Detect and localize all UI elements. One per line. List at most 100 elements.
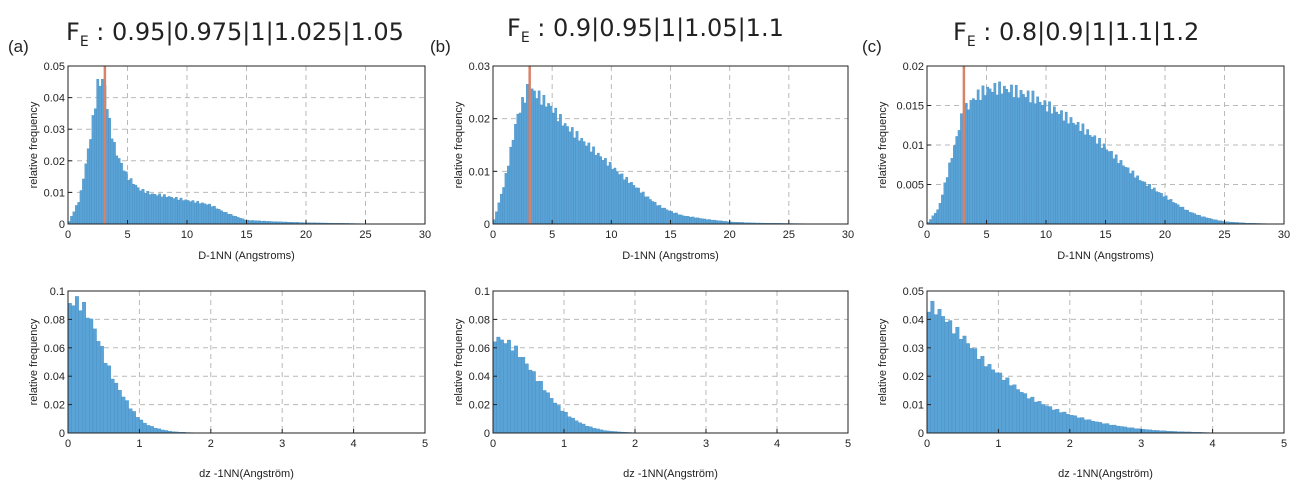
histogram-bar	[1119, 426, 1124, 434]
histogram-bar	[1098, 422, 1103, 434]
histogram-bar	[632, 185, 636, 225]
histogram-bar	[198, 203, 202, 225]
histogram-bar	[1101, 423, 1106, 434]
histogram-bar	[546, 392, 550, 434]
y-axis-label: relative frequency	[28, 101, 40, 188]
histogram-bar	[1119, 160, 1123, 225]
histogram-bar	[995, 94, 999, 225]
histogram-bar	[663, 207, 666, 225]
histogram-bar	[1087, 419, 1092, 434]
x-axis-label: dz -1NN(Angström)	[623, 468, 718, 480]
histogram-bar	[623, 179, 626, 225]
histogram-bar	[1112, 424, 1117, 434]
histogram-bar	[998, 372, 1003, 434]
histogram-bar	[1164, 195, 1168, 225]
histogram-bar	[1041, 404, 1045, 434]
histogram-bar	[539, 381, 543, 434]
y-tick-label: 0.02	[903, 61, 924, 73]
y-tick-label: 0.04	[469, 371, 490, 383]
y-tick-label: 0.02	[903, 371, 924, 383]
histogram-bar	[634, 187, 638, 225]
x-tick-label: 5	[845, 438, 851, 450]
histogram-bar	[89, 318, 94, 434]
histogram-bar	[653, 202, 657, 225]
histogram-bar	[1214, 219, 1218, 225]
histogram-bar	[1145, 185, 1149, 225]
histogram-bar	[234, 216, 238, 225]
histogram-bar	[955, 327, 960, 434]
y-tick-label: 0	[59, 428, 65, 440]
histogram-bar	[1126, 427, 1131, 434]
histogram-bar	[507, 339, 511, 434]
histogram-bar	[1055, 409, 1060, 434]
chart-c-top: 0 5 10 15 20 25 30 0 0.005 0.01 0.015 0.02 D-1NN (An…	[877, 61, 1290, 262]
histogram-bar	[1008, 385, 1013, 434]
histogram-bar	[639, 192, 643, 225]
y-tick-label: 0.01	[469, 166, 490, 178]
histogram-bar	[1073, 415, 1078, 434]
histogram-bar	[1123, 426, 1128, 434]
histogram-bar	[210, 206, 214, 225]
histogram-bar	[535, 381, 540, 434]
histogram-bar	[1079, 131, 1082, 225]
histogram-bar	[1016, 389, 1020, 434]
histogram-bar	[703, 218, 707, 225]
x-axis-label: D-1NN (Angstroms)	[1057, 250, 1154, 262]
histogram-bar	[696, 217, 700, 225]
y-tick-label: 0.02	[44, 400, 65, 412]
x-tick-label: 15	[664, 229, 676, 241]
histogram-bar	[1105, 149, 1109, 225]
histogram-bar	[84, 163, 88, 225]
histogram-bar	[1150, 189, 1154, 225]
histogram-bar	[944, 321, 949, 434]
histogram-bar	[215, 208, 219, 225]
plot-frame	[926, 290, 1285, 434]
histogram-bar	[224, 212, 228, 225]
histogram-bar	[651, 201, 655, 225]
histogram-bar	[1191, 212, 1194, 225]
histogram-bar	[620, 173, 624, 225]
histogram-bar	[1026, 398, 1031, 434]
histogram-bar	[1048, 101, 1051, 225]
histogram-bar	[560, 410, 565, 434]
histogram-bar	[1081, 123, 1085, 225]
histogram-bar	[983, 95, 987, 225]
histogram-bar	[646, 196, 650, 225]
histogram-bar	[1076, 121, 1080, 225]
histogram-bar	[525, 84, 529, 225]
title-rest: : 0.8|0.9|1|1.1|1.2	[976, 18, 1200, 46]
histogram-bar	[193, 202, 197, 225]
histogram-bar	[117, 158, 121, 225]
histogram-bar	[581, 423, 586, 434]
histogram-bar	[966, 343, 970, 434]
histogram-bar	[241, 218, 245, 225]
y-tick-label: 0.01	[903, 140, 924, 152]
y-tick-label: 0	[59, 219, 65, 231]
histogram-bar	[596, 152, 600, 225]
y-tick-label: 0	[484, 219, 490, 231]
histogram-bar	[1100, 147, 1104, 225]
x-axis-label: D-1NN (Angstroms)	[622, 250, 719, 262]
y-tick-label: 0.02	[469, 114, 490, 126]
histogram-bar	[585, 425, 589, 434]
histogram-bar	[502, 187, 505, 225]
histogram-bar	[1108, 424, 1113, 434]
histogram-bar	[547, 103, 550, 225]
histogram-bar	[511, 139, 515, 225]
histogram-bar	[1005, 377, 1010, 434]
histogram-bar	[627, 182, 631, 225]
panel-label: (a)	[8, 37, 29, 56]
histogram-bar	[679, 214, 683, 225]
chart-b-bottom: 0 1 2 3 4 5 0 0.02 0.04 0.06 0.08 0.1 dz -1NN(Angstr…	[453, 286, 851, 480]
histogram-bar	[124, 400, 129, 434]
x-tick-label: 3	[279, 438, 285, 450]
histogram-bar	[941, 194, 944, 225]
histogram-bar	[113, 142, 116, 225]
histogram-bar	[158, 193, 161, 225]
histogram-bar	[1174, 203, 1178, 225]
histogram-bar	[1093, 135, 1097, 225]
histogram-bar	[1038, 101, 1042, 225]
histogram-bar	[1083, 419, 1088, 434]
histogram-bar	[146, 190, 150, 225]
histogram-bar	[530, 88, 534, 225]
